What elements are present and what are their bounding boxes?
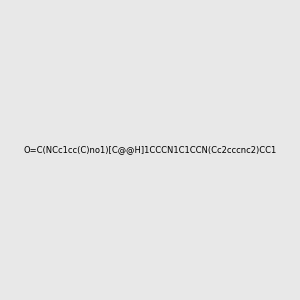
Text: O=C(NCc1cc(C)no1)[C@@H]1CCCN1C1CCN(Cc2cccnc2)CC1: O=C(NCc1cc(C)no1)[C@@H]1CCCN1C1CCN(Cc2cc… xyxy=(23,146,277,154)
